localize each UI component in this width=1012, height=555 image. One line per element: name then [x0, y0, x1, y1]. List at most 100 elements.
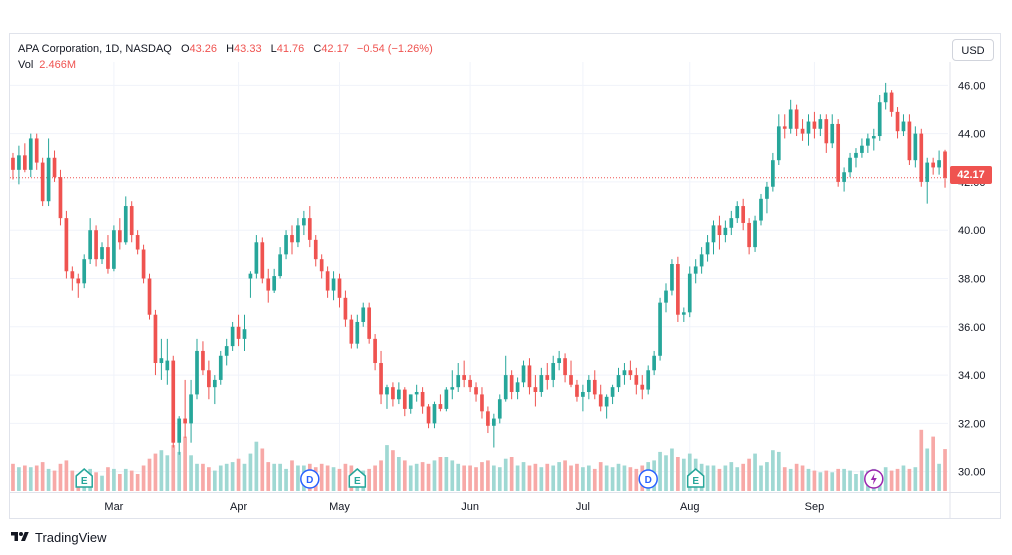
candle-body — [391, 387, 395, 400]
volume-bar — [480, 462, 484, 491]
volume-bar — [296, 465, 300, 491]
volume-bar — [171, 445, 176, 491]
candle-body — [610, 387, 615, 397]
earnings-icon[interactable]: E — [75, 468, 93, 488]
dividend-icon[interactable]: D — [300, 469, 320, 489]
candle-body — [165, 360, 170, 371]
candle-body — [450, 387, 455, 390]
volume-bar — [426, 463, 431, 491]
volume-bar — [729, 462, 734, 491]
candle-body — [592, 379, 597, 395]
candle-body — [355, 321, 360, 344]
candle-body — [533, 387, 538, 392]
candle-body — [58, 177, 63, 219]
volume-bar — [569, 465, 573, 491]
volume-bars — [11, 429, 947, 491]
low-value: 41.76 — [276, 43, 305, 55]
earnings-icon-glyph: E — [81, 476, 88, 487]
volume-bar — [848, 470, 852, 491]
candle-body — [759, 198, 763, 221]
volume-bar — [616, 463, 621, 491]
volume-bar — [598, 462, 603, 491]
candle-body — [171, 360, 176, 443]
volume-bar — [812, 470, 817, 491]
candle-body — [830, 123, 835, 144]
candle-body — [545, 375, 550, 380]
volume-bar — [189, 455, 193, 491]
volume-bar — [925, 448, 930, 491]
split-bolt-icon-glyph — [870, 473, 877, 485]
candle-body — [147, 278, 152, 315]
candle-body — [379, 363, 383, 395]
volume-bar — [117, 474, 122, 491]
candle-body — [575, 384, 579, 397]
volume-bar — [527, 465, 532, 491]
candle-body — [28, 138, 33, 170]
candle-body — [474, 387, 478, 395]
volume-bar — [492, 465, 496, 491]
candle-body — [40, 162, 45, 202]
candle-body — [741, 206, 746, 223]
volume-bar — [586, 465, 591, 491]
volume-bar — [705, 465, 710, 491]
candle-body — [509, 375, 514, 392]
candle-body — [112, 230, 116, 269]
volume-bar — [385, 445, 389, 491]
volume-bar — [895, 468, 900, 491]
volume-bar — [52, 470, 57, 491]
footer-branding[interactable]: TradingView — [10, 527, 107, 547]
dividend-icon[interactable]: D — [638, 469, 658, 489]
candle-body — [117, 230, 122, 243]
candle-body — [444, 389, 449, 409]
volume-bar — [551, 465, 556, 491]
candle-body — [521, 365, 526, 383]
y-tick-label: 34.00 — [958, 370, 986, 382]
earnings-icon[interactable]: E — [348, 468, 367, 488]
candle-body — [456, 375, 461, 388]
candle-body — [877, 102, 882, 137]
candle-body — [551, 363, 556, 380]
volume-bar — [919, 429, 924, 491]
volume-bar — [854, 474, 858, 491]
candle-body — [272, 276, 277, 291]
y-tick-label: 38.00 — [958, 274, 986, 286]
candle-body — [17, 155, 21, 170]
candle-body — [925, 162, 930, 182]
volume-bar — [539, 467, 544, 491]
candle-body — [818, 119, 823, 129]
open-value: 43.26 — [189, 43, 218, 55]
candle-body — [907, 121, 912, 161]
high-label: H — [226, 43, 235, 55]
volume-bar — [497, 467, 502, 491]
y-tick-label: 40.00 — [958, 225, 986, 237]
candle-body — [183, 418, 187, 424]
volume-bar — [723, 465, 728, 491]
candle-body — [729, 218, 734, 228]
candle-body — [313, 239, 318, 260]
candle-body — [854, 152, 858, 158]
candle-body — [432, 404, 437, 424]
time-axis: Mar Apr May Jun Jul Aug Sep — [10, 492, 1000, 513]
volume-bar — [106, 467, 110, 491]
candle-body — [349, 319, 354, 344]
legend-ohlc-row: APA Corporation, 1D, NASDAQ O43.26 H43.3… — [18, 41, 433, 57]
candle-body — [260, 242, 265, 279]
volume-bar — [830, 472, 835, 491]
candle-body — [586, 379, 591, 392]
currency-button[interactable]: USD — [952, 39, 994, 61]
candle-body — [842, 172, 846, 182]
volume-bar — [11, 463, 15, 491]
volume-bar — [901, 465, 906, 491]
candle-body — [794, 109, 799, 129]
high-value: 43.33 — [234, 43, 262, 55]
earnings-icon[interactable]: E — [686, 468, 705, 488]
split-bolt-icon[interactable] — [864, 469, 884, 489]
volume-bar — [129, 470, 134, 491]
volume-bar — [337, 468, 342, 491]
volume-bar — [681, 458, 686, 491]
candle-body — [622, 370, 627, 376]
candle-body — [201, 350, 205, 371]
candle-body — [723, 227, 728, 236]
candle-body — [70, 271, 75, 279]
